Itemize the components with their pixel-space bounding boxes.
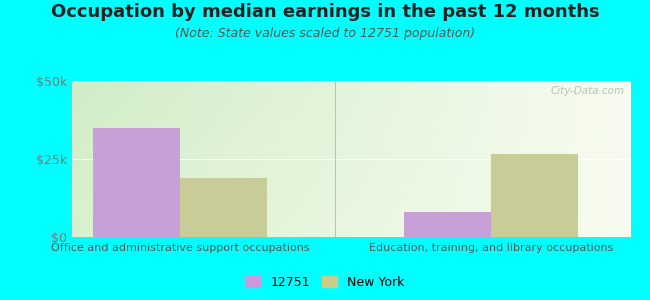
Bar — [180, 178, 267, 237]
Bar — [404, 212, 491, 237]
Text: (Note: State values scaled to 12751 population): (Note: State values scaled to 12751 popu… — [175, 27, 475, 40]
Legend: 12751, New York: 12751, New York — [240, 271, 410, 294]
Text: Occupation by median earnings in the past 12 months: Occupation by median earnings in the pas… — [51, 3, 599, 21]
Bar — [93, 128, 180, 237]
Text: City-Data.com: City-Data.com — [550, 86, 624, 96]
Bar — [491, 154, 578, 237]
